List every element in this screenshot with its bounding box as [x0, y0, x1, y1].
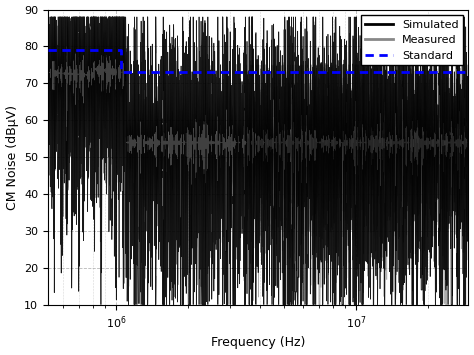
Legend: Simulated, Measured, Standard: Simulated, Measured, Standard — [361, 15, 463, 65]
Standard — [118, 70, 124, 75]
Line: Standard: Standard — [48, 50, 468, 72]
X-axis label: Frequency (Hz): Frequency (Hz) — [211, 337, 305, 349]
Y-axis label: CM Noise (dBµV): CM Noise (dBµV) — [6, 105, 18, 209]
Standard — [45, 48, 51, 52]
Standard — [118, 48, 124, 52]
Standard — [465, 70, 471, 75]
